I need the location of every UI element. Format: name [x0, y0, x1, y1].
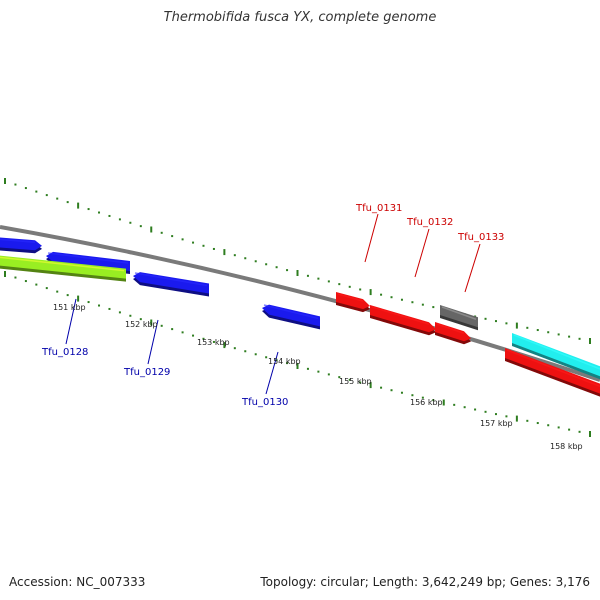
map-title: Thermobifida fusca YX, complete genome [163, 10, 437, 25]
scale-label: 156 kbp [410, 398, 443, 407]
label-leader-line [65, 298, 77, 345]
label-leader-lines [65, 213, 481, 395]
label-leader-line [147, 319, 159, 365]
gene-label[interactable]: Tfu_0128 [41, 347, 88, 358]
scale-labels: 151 kbp 152 kbp 153 kbp 154 kbp 155 kbp 156 k… [53, 303, 583, 451]
gene-arrow[interactable] [0, 237, 42, 254]
gene-arrow[interactable] [133, 272, 209, 297]
label-leader-line [464, 243, 481, 293]
gene-arrow[interactable] [336, 292, 370, 313]
scale-label: 153 kbp [197, 338, 230, 347]
scale-label: 154 kbp [268, 357, 301, 366]
scale-label: 155 kbp [339, 377, 372, 386]
gene-arrow[interactable] [370, 305, 436, 336]
gene-label[interactable]: Tfu_0129 [123, 367, 170, 378]
label-leader-line [414, 228, 430, 278]
gene-label[interactable]: Tfu_0130 [241, 397, 288, 408]
outer-tick-track [4, 178, 591, 344]
scale-label: 151 kbp [53, 303, 86, 312]
accession-text: Accession: NC_007333 [9, 575, 146, 589]
gene-arrow[interactable] [512, 333, 600, 382]
scale-label: 157 kbp [480, 419, 513, 428]
scale-label: 158 kbp [550, 442, 583, 451]
scale-label: 152 kbp [125, 320, 158, 329]
gene-label[interactable]: Tfu_0132 [406, 217, 453, 228]
gene-label[interactable]: Tfu_0131 [355, 203, 402, 214]
label-leader-line [364, 213, 379, 263]
gene-features [0, 237, 600, 399]
gene-arrow[interactable] [0, 255, 126, 282]
gene-arrow[interactable] [505, 348, 600, 399]
gene-arrow[interactable] [440, 305, 478, 331]
gene-arrow[interactable] [435, 322, 471, 345]
gene-label[interactable]: Tfu_0133 [457, 232, 504, 243]
label-leader-line [265, 351, 279, 395]
gene-labels: Tfu_0128 Tfu_0129 Tfu_0130 Tfu_0131 Tfu_0132… [41, 203, 504, 408]
inner-tick-track [4, 271, 591, 437]
genome-stats-text: Topology: circular; Length: 3,642,249 bp… [260, 575, 590, 589]
gene-arrow[interactable] [262, 304, 320, 330]
